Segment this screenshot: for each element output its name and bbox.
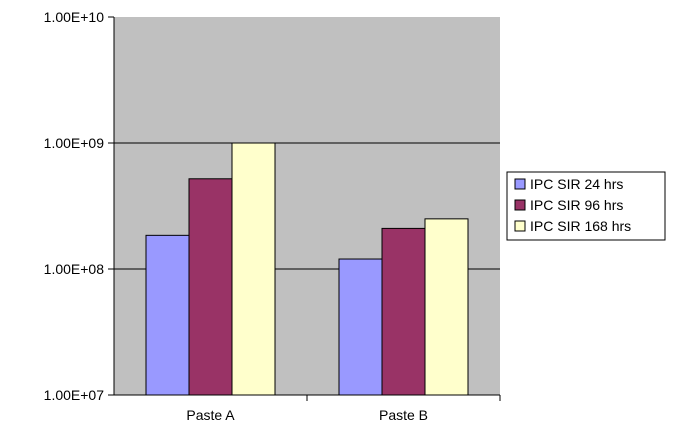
y-tick-label: 1.00E+10 [44, 9, 105, 25]
legend-swatch [514, 178, 526, 190]
bar [381, 227, 426, 396]
y-tick-label: 1.00E+08 [44, 261, 105, 277]
legend-label: IPC SIR 96 hrs [530, 197, 623, 213]
bar [424, 218, 469, 396]
y-tick-label: 1.00E+09 [44, 135, 105, 151]
legend-box [506, 171, 666, 241]
x-tick-labels: Paste A Paste B [186, 407, 428, 423]
bar [338, 258, 383, 396]
bars [145, 142, 469, 396]
axes [108, 16, 501, 401]
legend-label: IPC SIR 168 hrs [530, 218, 631, 234]
x-tick-label: Paste B [379, 407, 428, 423]
legend-swatch [514, 220, 526, 232]
bar [188, 178, 233, 396]
y-tick-label: 1.00E+07 [44, 387, 105, 403]
bar [231, 142, 276, 396]
legend: IPC SIR 24 hrs IPC SIR 96 hrs IPC SIR 168 … [506, 171, 666, 241]
bar [145, 234, 190, 396]
y-tick-labels: 1.00E+07 1.00E+08 1.00E+09 1.00E+10 [44, 9, 105, 403]
legend-swatch [514, 199, 526, 211]
x-tick-label: Paste A [186, 407, 235, 423]
legend-label: IPC SIR 24 hrs [530, 176, 623, 192]
